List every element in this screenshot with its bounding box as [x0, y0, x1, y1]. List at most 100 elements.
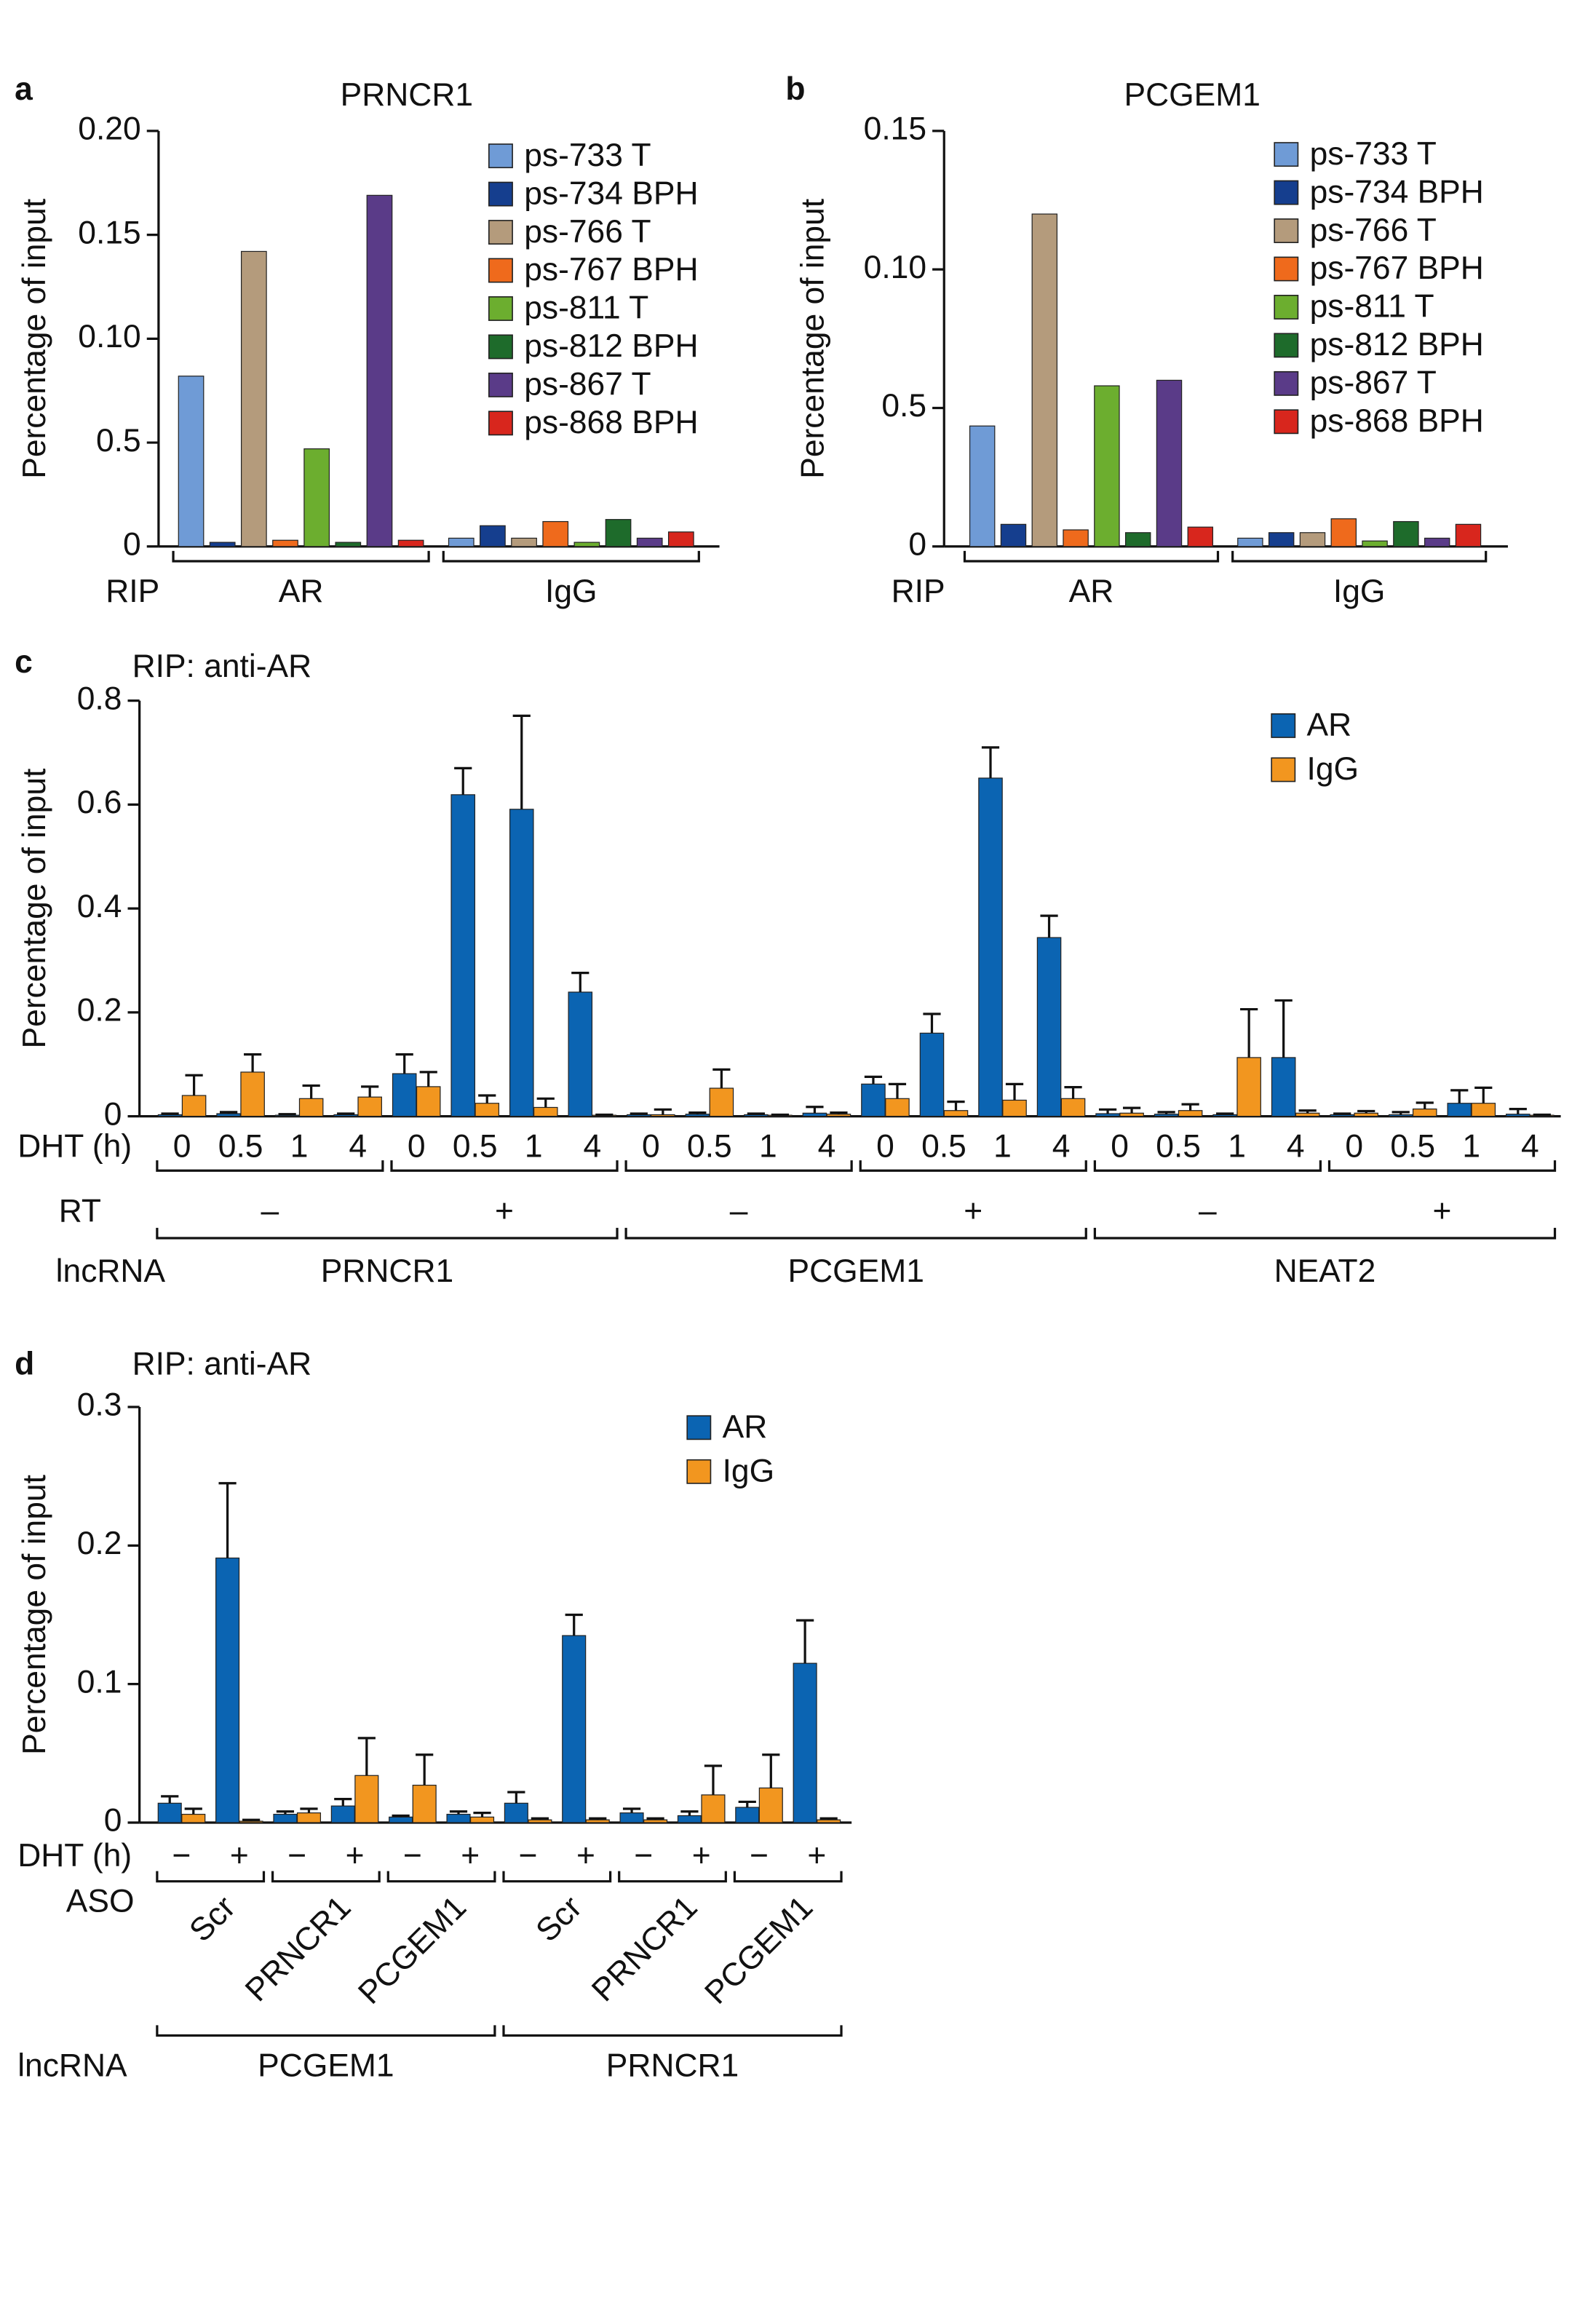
bar	[1268, 532, 1295, 547]
bar	[240, 1071, 265, 1117]
bracket	[502, 1871, 612, 1883]
legend-label: ps-767 BPH	[524, 252, 698, 288]
bar	[919, 1032, 945, 1117]
legend-label: IgG	[1307, 751, 1359, 787]
bar	[1330, 1114, 1354, 1117]
x-level-label: 4	[1052, 1129, 1071, 1165]
legend-label: ps-812 BPH	[524, 328, 698, 364]
x-level-label: 4	[583, 1129, 601, 1165]
legend-label: ps-767 BPH	[1310, 250, 1484, 286]
x-level-title: RT	[59, 1193, 101, 1229]
bar	[978, 777, 1003, 1117]
bar	[636, 537, 663, 547]
y-tick-label: 0.2	[77, 1526, 122, 1561]
legend-label: ps-734 BPH	[1310, 174, 1484, 210]
chart-title: RIP: anti-AR	[132, 649, 312, 684]
x-level-label: –	[730, 1193, 748, 1229]
bar	[209, 542, 236, 547]
bar	[469, 1816, 495, 1823]
bracket	[624, 1227, 1087, 1240]
bar	[1178, 1110, 1203, 1117]
x-level-label: +	[1433, 1193, 1452, 1229]
x-level-label: 0	[408, 1129, 426, 1165]
bar	[240, 250, 267, 547]
bar	[1388, 1114, 1413, 1117]
x-level-label: 4	[1521, 1129, 1539, 1165]
bar	[1471, 1103, 1496, 1117]
x-level-label: +	[230, 1838, 249, 1874]
bracket	[733, 1871, 843, 1883]
bracket	[156, 1871, 266, 1883]
bar	[605, 519, 632, 547]
bar	[709, 1087, 734, 1117]
bar	[1119, 1112, 1144, 1117]
y-tick-label: 0.15	[78, 215, 140, 250]
x-level-label: PCGEM1	[258, 2048, 394, 2084]
bar	[298, 1098, 324, 1117]
bar	[389, 1816, 413, 1823]
bar	[643, 1819, 668, 1823]
legend-swatch	[686, 1415, 712, 1440]
bar	[480, 525, 506, 547]
bar	[885, 1098, 910, 1117]
x-tick-label: AR	[279, 574, 324, 609]
bar	[357, 1096, 382, 1117]
x-level-label: +	[964, 1193, 982, 1229]
x-level-label: 0	[642, 1129, 660, 1165]
x-level-label: Scr	[183, 1890, 242, 1949]
chart-title: RIP: anti-AR	[132, 1346, 312, 1382]
panel-letter: b	[785, 71, 805, 107]
bar	[651, 1114, 675, 1117]
bar	[1060, 1098, 1086, 1117]
bar	[1412, 1108, 1437, 1117]
legend-swatch	[488, 258, 513, 283]
bar	[1455, 523, 1482, 547]
x-level-label: 0.5	[1156, 1129, 1201, 1165]
bar	[1236, 1057, 1261, 1117]
bracket	[502, 2025, 843, 2037]
x-level-label: +	[495, 1193, 514, 1229]
y-tick-label: 0.5	[881, 388, 926, 424]
bar	[585, 1819, 610, 1823]
bar	[573, 542, 600, 547]
legend-swatch	[1274, 218, 1299, 243]
y-tick-label: 0.3	[77, 1387, 122, 1423]
bar	[274, 1114, 300, 1117]
bracket	[963, 550, 1220, 563]
x-level-label: 0.5	[687, 1129, 732, 1165]
y-axis-label: Percentage of input	[795, 199, 830, 479]
legend-label: ps-733 T	[1310, 136, 1437, 172]
bar	[826, 1114, 851, 1117]
bar	[272, 539, 298, 547]
bar	[1354, 1112, 1378, 1117]
legend-swatch	[1274, 370, 1299, 396]
bar	[397, 539, 424, 547]
bar	[1295, 1112, 1320, 1117]
legend-label: ps-868 BPH	[524, 405, 698, 440]
x-level-label: 0	[173, 1129, 191, 1165]
x-level-title: ASO	[66, 1884, 135, 1919]
legend-label: ps-811 T	[524, 290, 648, 326]
bar	[1362, 540, 1388, 547]
legend-label: ps-868 BPH	[1310, 403, 1484, 439]
bar	[568, 991, 593, 1117]
bar	[416, 1086, 441, 1117]
x-level-title: lncRNA	[56, 1253, 166, 1289]
bar	[701, 1794, 726, 1823]
x-category-title: RIP	[892, 574, 945, 609]
panel-letter: a	[15, 71, 33, 107]
bar	[861, 1083, 886, 1117]
legend-label: ps-811 T	[1310, 289, 1434, 325]
legend-swatch	[1271, 757, 1296, 782]
bar	[1187, 526, 1214, 547]
bar	[1154, 1114, 1179, 1117]
x-level-label: +	[692, 1838, 711, 1874]
bar	[1447, 1103, 1472, 1117]
x-level-label: Scr	[529, 1890, 589, 1949]
bar	[1002, 1099, 1027, 1117]
bar	[1506, 1114, 1531, 1117]
bracket	[1093, 1160, 1322, 1172]
chart-title: PCGEM1	[1124, 77, 1260, 113]
x-level-title: lncRNA	[17, 2048, 127, 2084]
bar	[330, 1805, 355, 1823]
